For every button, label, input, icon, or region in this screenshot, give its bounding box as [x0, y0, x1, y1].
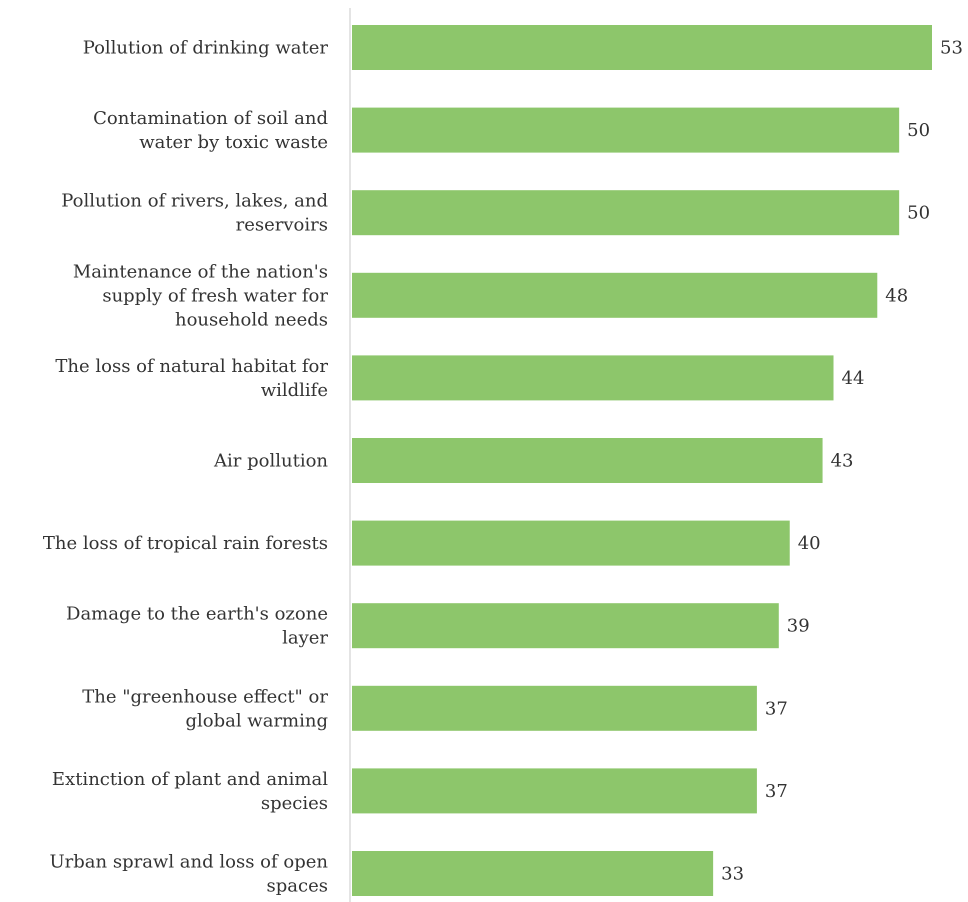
- value-label-6: 43: [831, 451, 854, 472]
- category-label-line: The "greenhouse effect" or: [82, 686, 328, 707]
- category-label-line: Urban sprawl and loss of open: [49, 852, 328, 873]
- category-label-6: Air pollution: [213, 451, 328, 472]
- category-label-1: Pollution of drinking water: [83, 38, 329, 59]
- value-label-5: 44: [842, 368, 865, 389]
- category-label-line: spaces: [267, 876, 328, 897]
- category-label-5: The loss of natural habitat for wildlife: [55, 356, 328, 401]
- category-label-line: The loss of natural habitat for: [55, 356, 328, 377]
- category-label-line: household needs: [175, 309, 328, 330]
- value-labels-group: 53 50 50 48 44 43 40 39 37 37 33: [721, 38, 963, 885]
- category-label-line: species: [261, 793, 328, 814]
- bar-10: [352, 768, 757, 814]
- value-label-7: 40: [798, 533, 821, 554]
- bar-5: [352, 355, 834, 401]
- bar-3: [352, 190, 900, 236]
- category-label-line: Pollution of drinking water: [83, 38, 329, 59]
- bar-1: [352, 25, 932, 70]
- category-label-line: global warming: [185, 710, 328, 731]
- bar-9: [352, 685, 757, 731]
- value-label-9: 37: [765, 698, 788, 719]
- category-label-7: The loss of tropical rain forests: [43, 533, 328, 554]
- bar-2: [352, 107, 900, 153]
- category-label-line: Maintenance of the nation's: [73, 261, 328, 282]
- category-label-line: Air pollution: [213, 451, 328, 472]
- value-label-1: 53: [940, 38, 963, 59]
- category-label-line: Contamination of soil and: [93, 108, 328, 129]
- category-label-line: The loss of tropical rain forests: [43, 533, 328, 554]
- category-label-3: Pollution of rivers, lakes, and reservoir…: [61, 191, 328, 236]
- bar-6: [352, 438, 823, 483]
- bar-8: [352, 603, 779, 649]
- category-label-11: Urban sprawl and loss of open spaces: [49, 852, 328, 897]
- value-label-4: 48: [885, 285, 908, 306]
- category-label-line: Pollution of rivers, lakes, and: [61, 191, 328, 212]
- category-label-line: Extinction of plant and animal: [52, 769, 328, 790]
- category-label-line: supply of fresh water for: [102, 285, 328, 306]
- value-label-8: 39: [787, 616, 810, 637]
- category-label-2: Contamination of soil and water by toxic …: [93, 108, 328, 153]
- category-label-10: Extinction of plant and animal species: [52, 769, 328, 814]
- category-label-9: The "greenhouse effect" or global warming: [82, 686, 328, 731]
- category-label-line: layer: [282, 628, 328, 649]
- bar-7: [352, 520, 790, 566]
- category-labels-group: Pollution of drinking water Contamination…: [43, 38, 329, 897]
- category-label-4: Maintenance of the nation's supply of fre…: [73, 261, 329, 330]
- category-label-line: wildlife: [261, 380, 328, 401]
- value-label-11: 33: [721, 864, 744, 885]
- bar-4: [352, 272, 878, 318]
- category-label-line: water by toxic waste: [139, 132, 328, 153]
- value-label-10: 37: [765, 781, 788, 802]
- category-label-8: Damage to the earth's ozone layer: [66, 604, 328, 649]
- value-label-2: 50: [907, 120, 930, 141]
- category-label-line: Damage to the earth's ozone: [66, 604, 328, 625]
- bar-11: [352, 851, 714, 896]
- value-label-3: 50: [907, 203, 930, 224]
- category-label-line: reservoirs: [236, 215, 328, 236]
- bars-group: [352, 25, 932, 896]
